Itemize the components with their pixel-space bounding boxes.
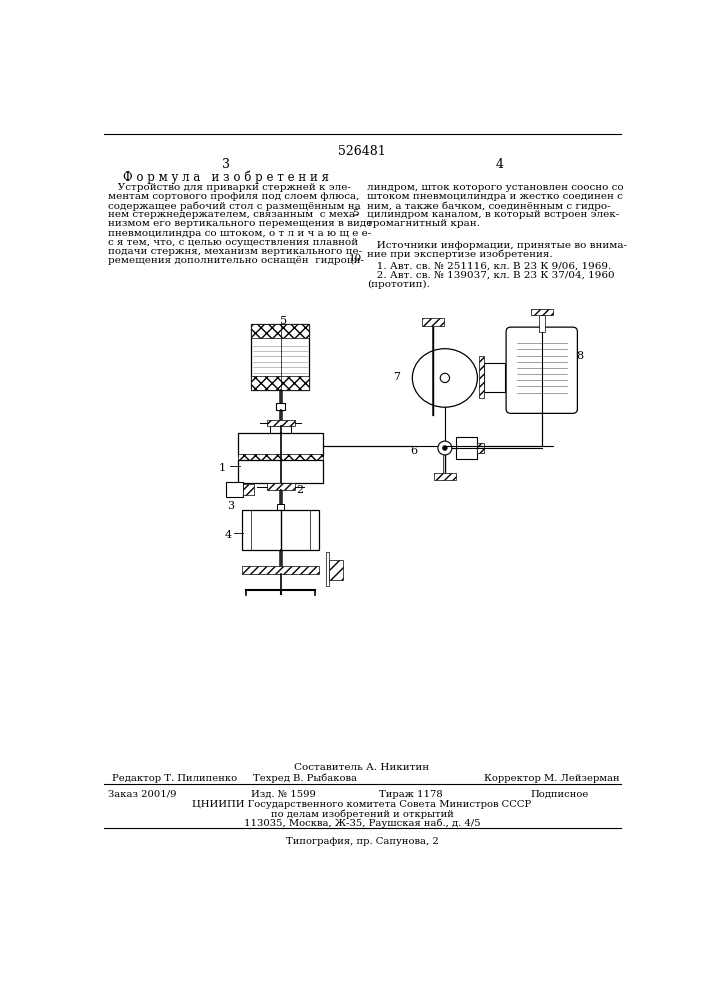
Bar <box>325 552 329 586</box>
Bar <box>434 473 456 480</box>
Bar <box>251 376 309 389</box>
Bar <box>456 437 477 459</box>
Text: Техред В. Рыбакова: Техред В. Рыбакова <box>253 774 357 783</box>
Bar <box>276 403 285 410</box>
Bar <box>477 443 484 453</box>
Circle shape <box>438 441 452 455</box>
Text: 1: 1 <box>219 463 226 473</box>
Text: Ф о р м у л а   и з о б р е т е н и я: Ф о р м у л а и з о б р е т е н и я <box>123 171 329 184</box>
Text: 2. Авт. св. № 139037, кл. В 23 К 37/04, 1960: 2. Авт. св. № 139037, кл. В 23 К 37/04, … <box>368 271 615 280</box>
Bar <box>484 363 506 392</box>
Bar <box>251 324 309 389</box>
Text: ним, а также бачком, соединённым с гидро-: ним, а также бачком, соединённым с гидро… <box>368 201 611 211</box>
Text: ние при экспертизе изобретения.: ние при экспертизе изобретения. <box>368 250 553 259</box>
Text: Типография, пр. Сапунова, 2: Типография, пр. Сапунова, 2 <box>286 837 438 846</box>
Text: ремещения дополнительно оснащён  гидроци-: ремещения дополнительно оснащён гидроци- <box>107 256 363 265</box>
Text: 2: 2 <box>296 485 303 495</box>
Text: 113035, Москва, Ж-35, Раушская наб., д. 4/5: 113035, Москва, Ж-35, Раушская наб., д. … <box>244 818 480 828</box>
Bar <box>539 315 545 332</box>
Text: Тираж 1178: Тираж 1178 <box>379 790 443 799</box>
Text: Заказ 2001/9: Заказ 2001/9 <box>107 790 176 799</box>
Text: линдром, шток которого установлен соосно со: линдром, шток которого установлен соосно… <box>368 183 624 192</box>
Text: Корректор М. Лейзерман: Корректор М. Лейзерман <box>484 774 619 783</box>
Ellipse shape <box>412 349 477 407</box>
Text: Устройство для приварки стержней к эле-: Устройство для приварки стержней к эле- <box>107 183 351 192</box>
Text: нем стержнедержателем, связанным  с меха-: нем стержнедержателем, связанным с меха- <box>107 210 358 219</box>
Bar <box>276 504 284 510</box>
Text: 4: 4 <box>224 530 231 540</box>
Text: 526481: 526481 <box>338 145 386 158</box>
Text: с я тем, что, с целью осуществления плавной: с я тем, что, с целью осуществления плав… <box>107 238 358 247</box>
Text: 4: 4 <box>495 158 503 172</box>
Text: низмом его вертикального перемещения в виде: низмом его вертикального перемещения в в… <box>107 219 372 228</box>
Bar <box>243 484 255 495</box>
Text: Подписное: Подписное <box>530 790 588 799</box>
Bar <box>238 454 323 462</box>
Text: 8: 8 <box>577 351 584 361</box>
Bar <box>226 482 243 497</box>
Bar <box>251 324 309 338</box>
Text: 5: 5 <box>280 316 287 326</box>
Text: 3: 3 <box>227 501 234 511</box>
Bar <box>531 309 553 315</box>
Text: цилиндром каналом, в который встроен элек-: цилиндром каналом, в который встроен эле… <box>368 210 619 219</box>
Text: 1. Авт. св. № 251116, кл. В 23 К 9/06, 1969.: 1. Авт. св. № 251116, кл. В 23 К 9/06, 1… <box>368 262 612 271</box>
Bar <box>242 510 320 550</box>
Text: ментам сортового профиля под слоем флюса,: ментам сортового профиля под слоем флюса… <box>107 192 359 201</box>
Bar <box>242 566 320 574</box>
Bar <box>267 483 295 490</box>
Text: ЦНИИПИ Государственного комитета Совета Министров СССР: ЦНИИПИ Государственного комитета Совета … <box>192 800 532 809</box>
Circle shape <box>443 446 448 450</box>
Bar <box>479 356 484 398</box>
Text: содержащее рабочий стол с размещённым на: содержащее рабочий стол с размещённым на <box>107 201 361 211</box>
Bar <box>238 460 323 483</box>
Text: подачи стержня, механизм вертикального пе-: подачи стержня, механизм вертикального п… <box>107 247 362 256</box>
Text: Источники информации, принятые во внима-: Источники информации, принятые во внима- <box>368 241 627 250</box>
Text: Редактор Т. Пилипенко: Редактор Т. Пилипенко <box>112 774 237 783</box>
Text: Изд. № 1599: Изд. № 1599 <box>251 790 316 799</box>
Bar <box>238 433 323 456</box>
Text: штоком пневмоцилиндра и жестко соединен с: штоком пневмоцилиндра и жестко соединен … <box>368 192 624 201</box>
Text: 6: 6 <box>410 446 417 456</box>
Text: 3: 3 <box>222 158 230 172</box>
Bar <box>267 420 295 426</box>
Text: 5: 5 <box>352 209 359 218</box>
Text: по делам изобретений и открытий: по делам изобретений и открытий <box>271 809 453 819</box>
Text: 7: 7 <box>393 372 400 382</box>
Bar <box>329 560 343 580</box>
Text: 10: 10 <box>349 254 363 263</box>
Circle shape <box>440 373 450 383</box>
Bar <box>422 318 444 326</box>
Text: тромагнитный кран.: тромагнитный кран. <box>368 219 480 228</box>
FancyBboxPatch shape <box>506 327 578 413</box>
Text: (прототип).: (прототип). <box>368 280 431 289</box>
Text: Составитель А. Никитин: Составитель А. Никитин <box>294 763 430 772</box>
Text: пневмоцилиндра со штоком, о т л и ч а ю щ е е-: пневмоцилиндра со штоком, о т л и ч а ю … <box>107 229 371 238</box>
